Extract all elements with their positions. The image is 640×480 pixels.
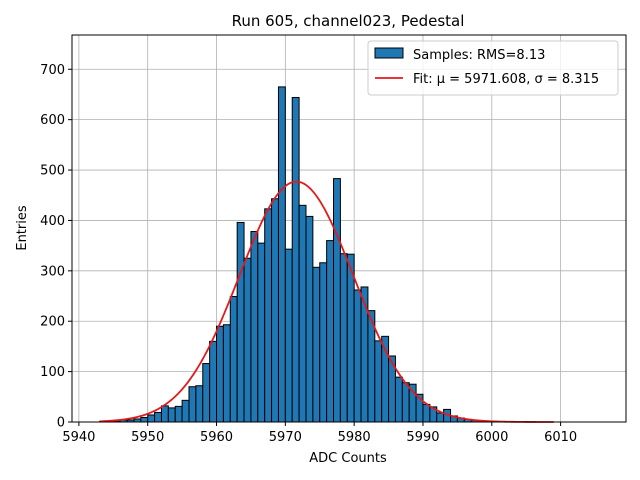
histogram-bars: [99, 86, 507, 423]
histogram-bar: [160, 405, 169, 423]
x-axis: 5940 5950 5960 5970 5980 5990 6000 6010: [62, 422, 577, 445]
x-tick-label: 6010: [544, 430, 577, 445]
y-tick-label: 100: [40, 365, 65, 380]
y-axis-label: Entries: [15, 205, 30, 251]
histogram-bar: [394, 376, 403, 423]
histogram-bar: [291, 96, 300, 423]
y-tick-label: 200: [40, 315, 65, 330]
histogram-bar: [346, 253, 355, 423]
histogram-bar: [181, 399, 190, 423]
legend: Samples: RMS=8.13 Fit: μ = 5971.608, σ =…: [367, 40, 619, 96]
histogram-bar: [174, 405, 183, 423]
legend-fit-label: Fit: μ = 5971.608, σ = 8.315: [413, 72, 599, 87]
x-tick-label: 5970: [269, 430, 302, 445]
histogram-bar: [250, 231, 259, 423]
histogram-bar: [305, 215, 314, 423]
histogram-bar: [229, 296, 238, 423]
histogram-bar: [374, 340, 383, 423]
x-axis-label: ADC Counts: [309, 451, 387, 466]
histogram-bar: [277, 86, 286, 423]
y-tick-label: 300: [40, 264, 65, 279]
histogram-bar: [202, 363, 211, 423]
histogram-bar: [312, 266, 321, 423]
histogram-bar: [140, 416, 149, 423]
histogram-bar: [147, 414, 156, 423]
grid-lines: [72, 35, 626, 423]
histogram-bar: [284, 248, 293, 423]
legend-bar-swatch: [374, 47, 404, 59]
legend-samples-label: Samples: RMS=8.13: [413, 48, 545, 63]
histogram-bar: [436, 412, 445, 423]
histogram-bar: [339, 253, 348, 423]
histogram-bar: [243, 257, 252, 423]
y-tick-label: 600: [40, 113, 65, 128]
histogram-bar: [422, 403, 431, 423]
histogram-bar: [188, 386, 197, 423]
histogram-bar: [333, 178, 341, 423]
plot-frame: [71, 34, 627, 423]
histogram-bar: [326, 240, 335, 423]
histogram-bar: [167, 407, 176, 423]
y-axis: 0 100 200 300 400 500 600 700: [40, 63, 72, 431]
histogram-bar: [353, 289, 362, 423]
x-tick-label: 5950: [131, 430, 164, 445]
gaussian-fit: [99, 180, 554, 423]
histogram-bar: [222, 324, 231, 423]
histogram-bar: [154, 411, 162, 423]
y-tick-label: 400: [40, 214, 65, 229]
fit-curve: [99, 180, 554, 423]
chart-title: Run 605, channel023, Pedestal: [232, 12, 465, 30]
histogram-bar: [236, 221, 245, 423]
histogram-bar: [319, 262, 328, 423]
x-tick-label: 5980: [338, 430, 371, 445]
x-tick-label: 5960: [200, 430, 233, 445]
y-tick-label: 500: [40, 164, 65, 179]
legend-box: [367, 40, 619, 96]
histogram-bar: [209, 340, 218, 423]
y-tick-label: 700: [40, 63, 65, 78]
histogram-bar: [264, 208, 273, 423]
y-tick-label: 0: [57, 416, 65, 431]
histogram-bar: [257, 242, 266, 423]
x-tick-label: 5940: [62, 430, 95, 445]
histogram-bar: [195, 385, 204, 423]
histogram-bar: [271, 198, 279, 423]
x-tick-label: 5990: [406, 430, 439, 445]
histogram-bar: [216, 325, 224, 423]
histogram-bar: [298, 204, 307, 423]
x-tick-label: 6000: [475, 430, 508, 445]
histogram-bar: [401, 382, 410, 423]
